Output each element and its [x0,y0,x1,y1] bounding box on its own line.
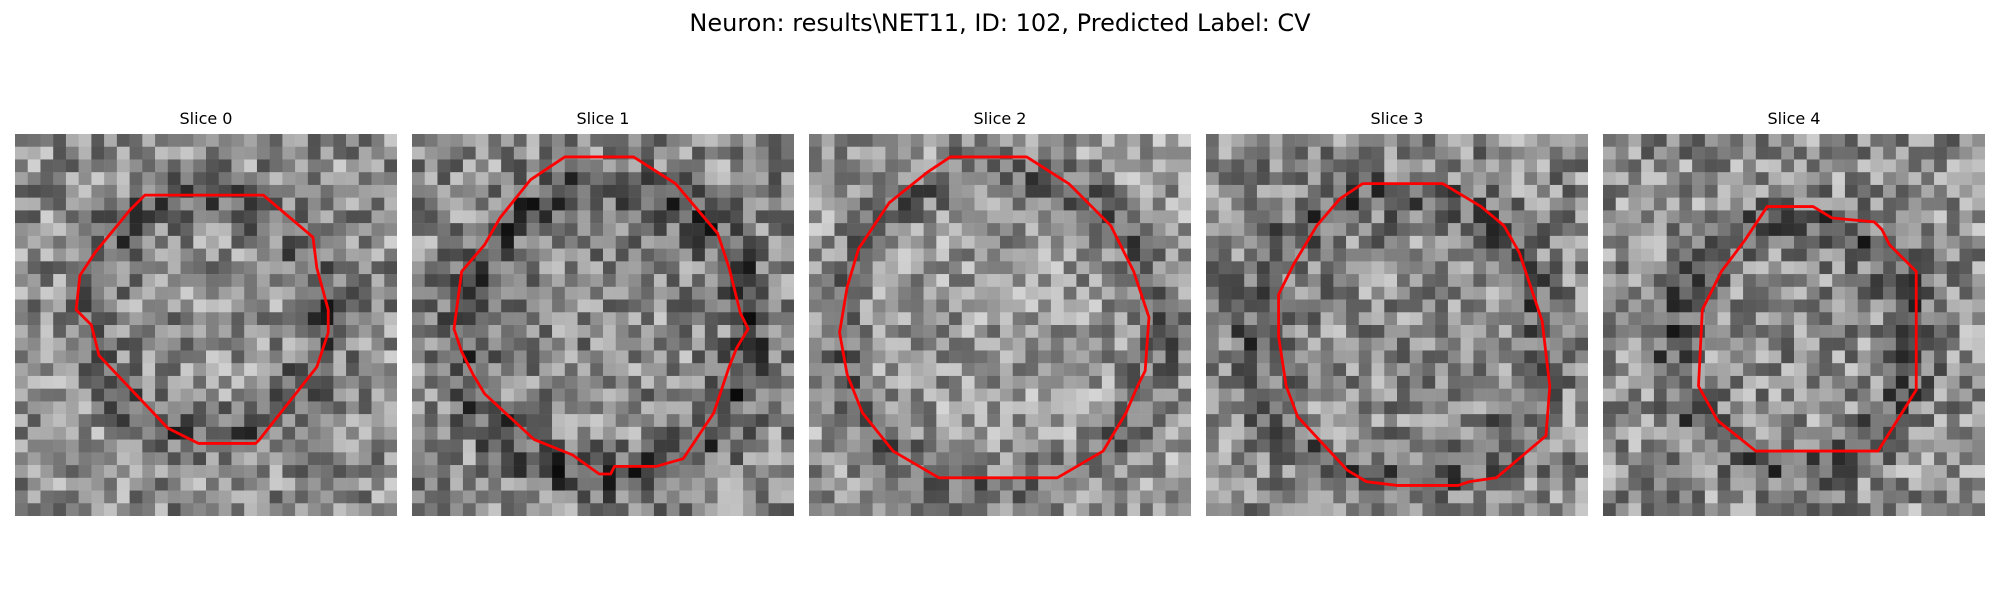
slice-panel-3: Slice 3 [1206,108,1588,516]
slice-title: Slice 3 [1370,109,1424,128]
roi-contour [1277,182,1552,487]
slice-panel-1: Slice 1 [412,108,794,516]
slice-image [1206,134,1588,516]
slice-image [15,134,397,516]
slice-panel-4: Slice 4 [1603,108,1985,516]
slice-image [412,134,794,516]
slice-title: Slice 2 [973,109,1027,128]
slice-panel-2: Slice 2 [809,108,1191,516]
roi-contour [1697,205,1918,453]
roi-contour [452,155,750,476]
slice-title: Slice 4 [1767,109,1821,128]
slice-title: Slice 0 [179,109,233,128]
slice-panel-0: Slice 0 [15,108,397,516]
slice-title: Slice 1 [576,109,630,128]
slice-image [1603,134,1985,516]
roi-contour [74,193,330,445]
slice-image [809,134,1191,516]
roi-contour [838,155,1151,480]
figure-title: Neuron: results\NET11, ID: 102, Predicte… [689,9,1311,37]
